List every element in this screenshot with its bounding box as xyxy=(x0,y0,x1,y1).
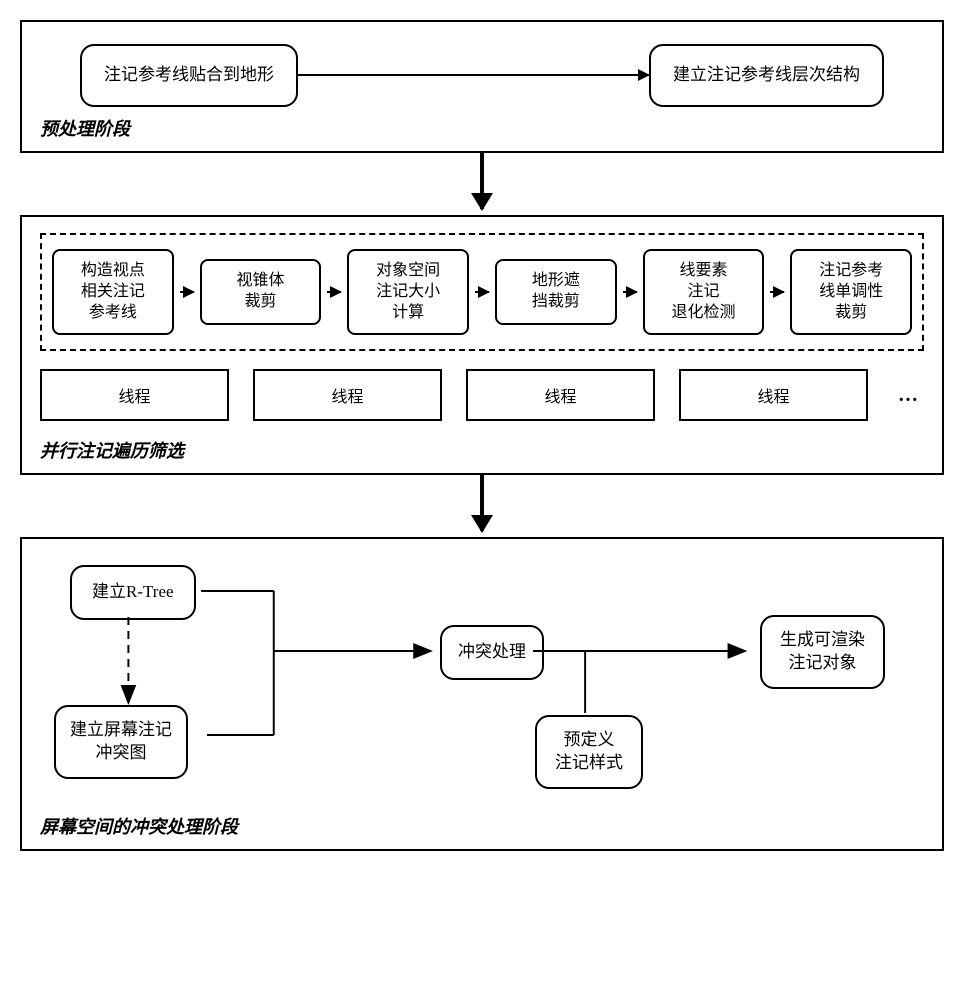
node-s4: 地形遮 挡裁剪 xyxy=(495,259,617,325)
stage-title-preprocess: 预处理阶段 xyxy=(40,115,924,141)
node-p1: 注记参考线贴合到地形 xyxy=(80,44,298,107)
arrow xyxy=(327,291,341,293)
dashed-pipeline: 构造视点 相关注记 参考线 视锥体 裁剪 对象空间 注记大小 计算 地形遮 挡裁… xyxy=(40,233,924,351)
arrow xyxy=(298,74,649,76)
conflict-connectors xyxy=(40,555,924,805)
arrow xyxy=(475,291,489,293)
node-s3: 对象空间 注记大小 计算 xyxy=(347,249,469,335)
thread-ellipsis: … xyxy=(892,384,924,407)
node-s5: 线要素 注记 退化检测 xyxy=(643,249,765,335)
stage-title-parallel: 并行注记遍历筛选 xyxy=(40,437,924,463)
thread-box: 线程 xyxy=(466,369,655,421)
stage-preprocess: 注记参考线贴合到地形 建立注记参考线层次结构 预处理阶段 xyxy=(20,20,944,153)
thread-box: 线程 xyxy=(679,369,868,421)
arrow xyxy=(770,291,784,293)
stage-conflict: 建立R-Tree 建立屏幕注记 冲突图 冲突处理 预定义 注记样式 生成可渲染 … xyxy=(20,537,944,851)
node-s6: 注记参考 线单调性 裁剪 xyxy=(790,249,912,335)
arrow xyxy=(180,291,194,293)
stage-title-conflict: 屏幕空间的冲突处理阶段 xyxy=(40,813,924,839)
node-s1: 构造视点 相关注记 参考线 xyxy=(52,249,174,335)
node-p2: 建立注记参考线层次结构 xyxy=(649,44,884,107)
thread-row: 线程 线程 线程 线程 … xyxy=(40,369,924,421)
arrow xyxy=(623,291,637,293)
stage-connector-arrow xyxy=(480,153,484,209)
node-s2: 视锥体 裁剪 xyxy=(200,259,322,325)
stage-connector-arrow xyxy=(480,475,484,531)
thread-box: 线程 xyxy=(253,369,442,421)
thread-box: 线程 xyxy=(40,369,229,421)
stage-parallel: 构造视点 相关注记 参考线 视锥体 裁剪 对象空间 注记大小 计算 地形遮 挡裁… xyxy=(20,215,944,475)
